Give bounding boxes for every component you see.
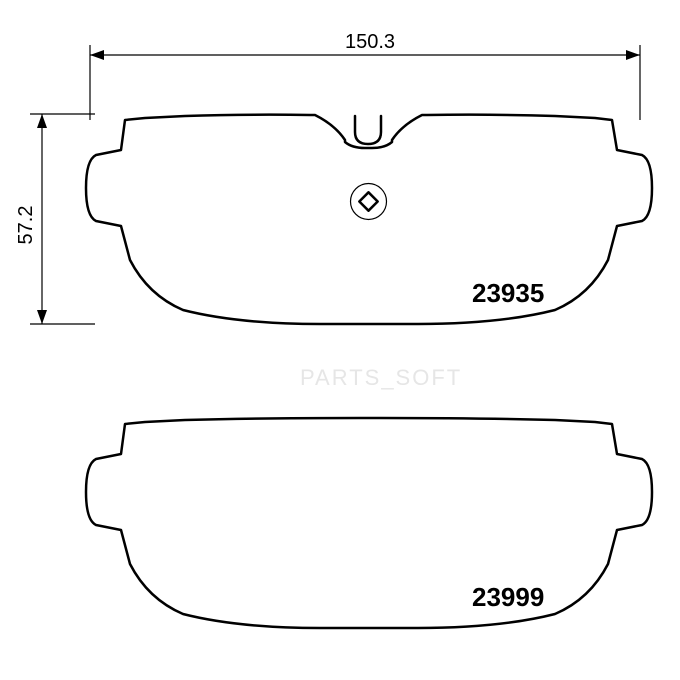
brake-pad-top: 23935: [86, 115, 652, 324]
pad-bottom-partnumber: 23999: [472, 582, 544, 612]
dimension-width: 150.3: [90, 31, 640, 120]
pad-top-partnumber: 23935: [472, 278, 544, 308]
brake-pad-bottom: 23999: [86, 418, 652, 628]
dim-width-label: 150.3: [345, 31, 395, 53]
technical-drawing: PARTS_SOFT 150.3 57.2 23935: [0, 0, 680, 680]
dimension-height: 57.2: [15, 114, 95, 324]
dim-height-label: 57.2: [15, 206, 37, 245]
watermark-text: PARTS_SOFT: [300, 365, 462, 390]
